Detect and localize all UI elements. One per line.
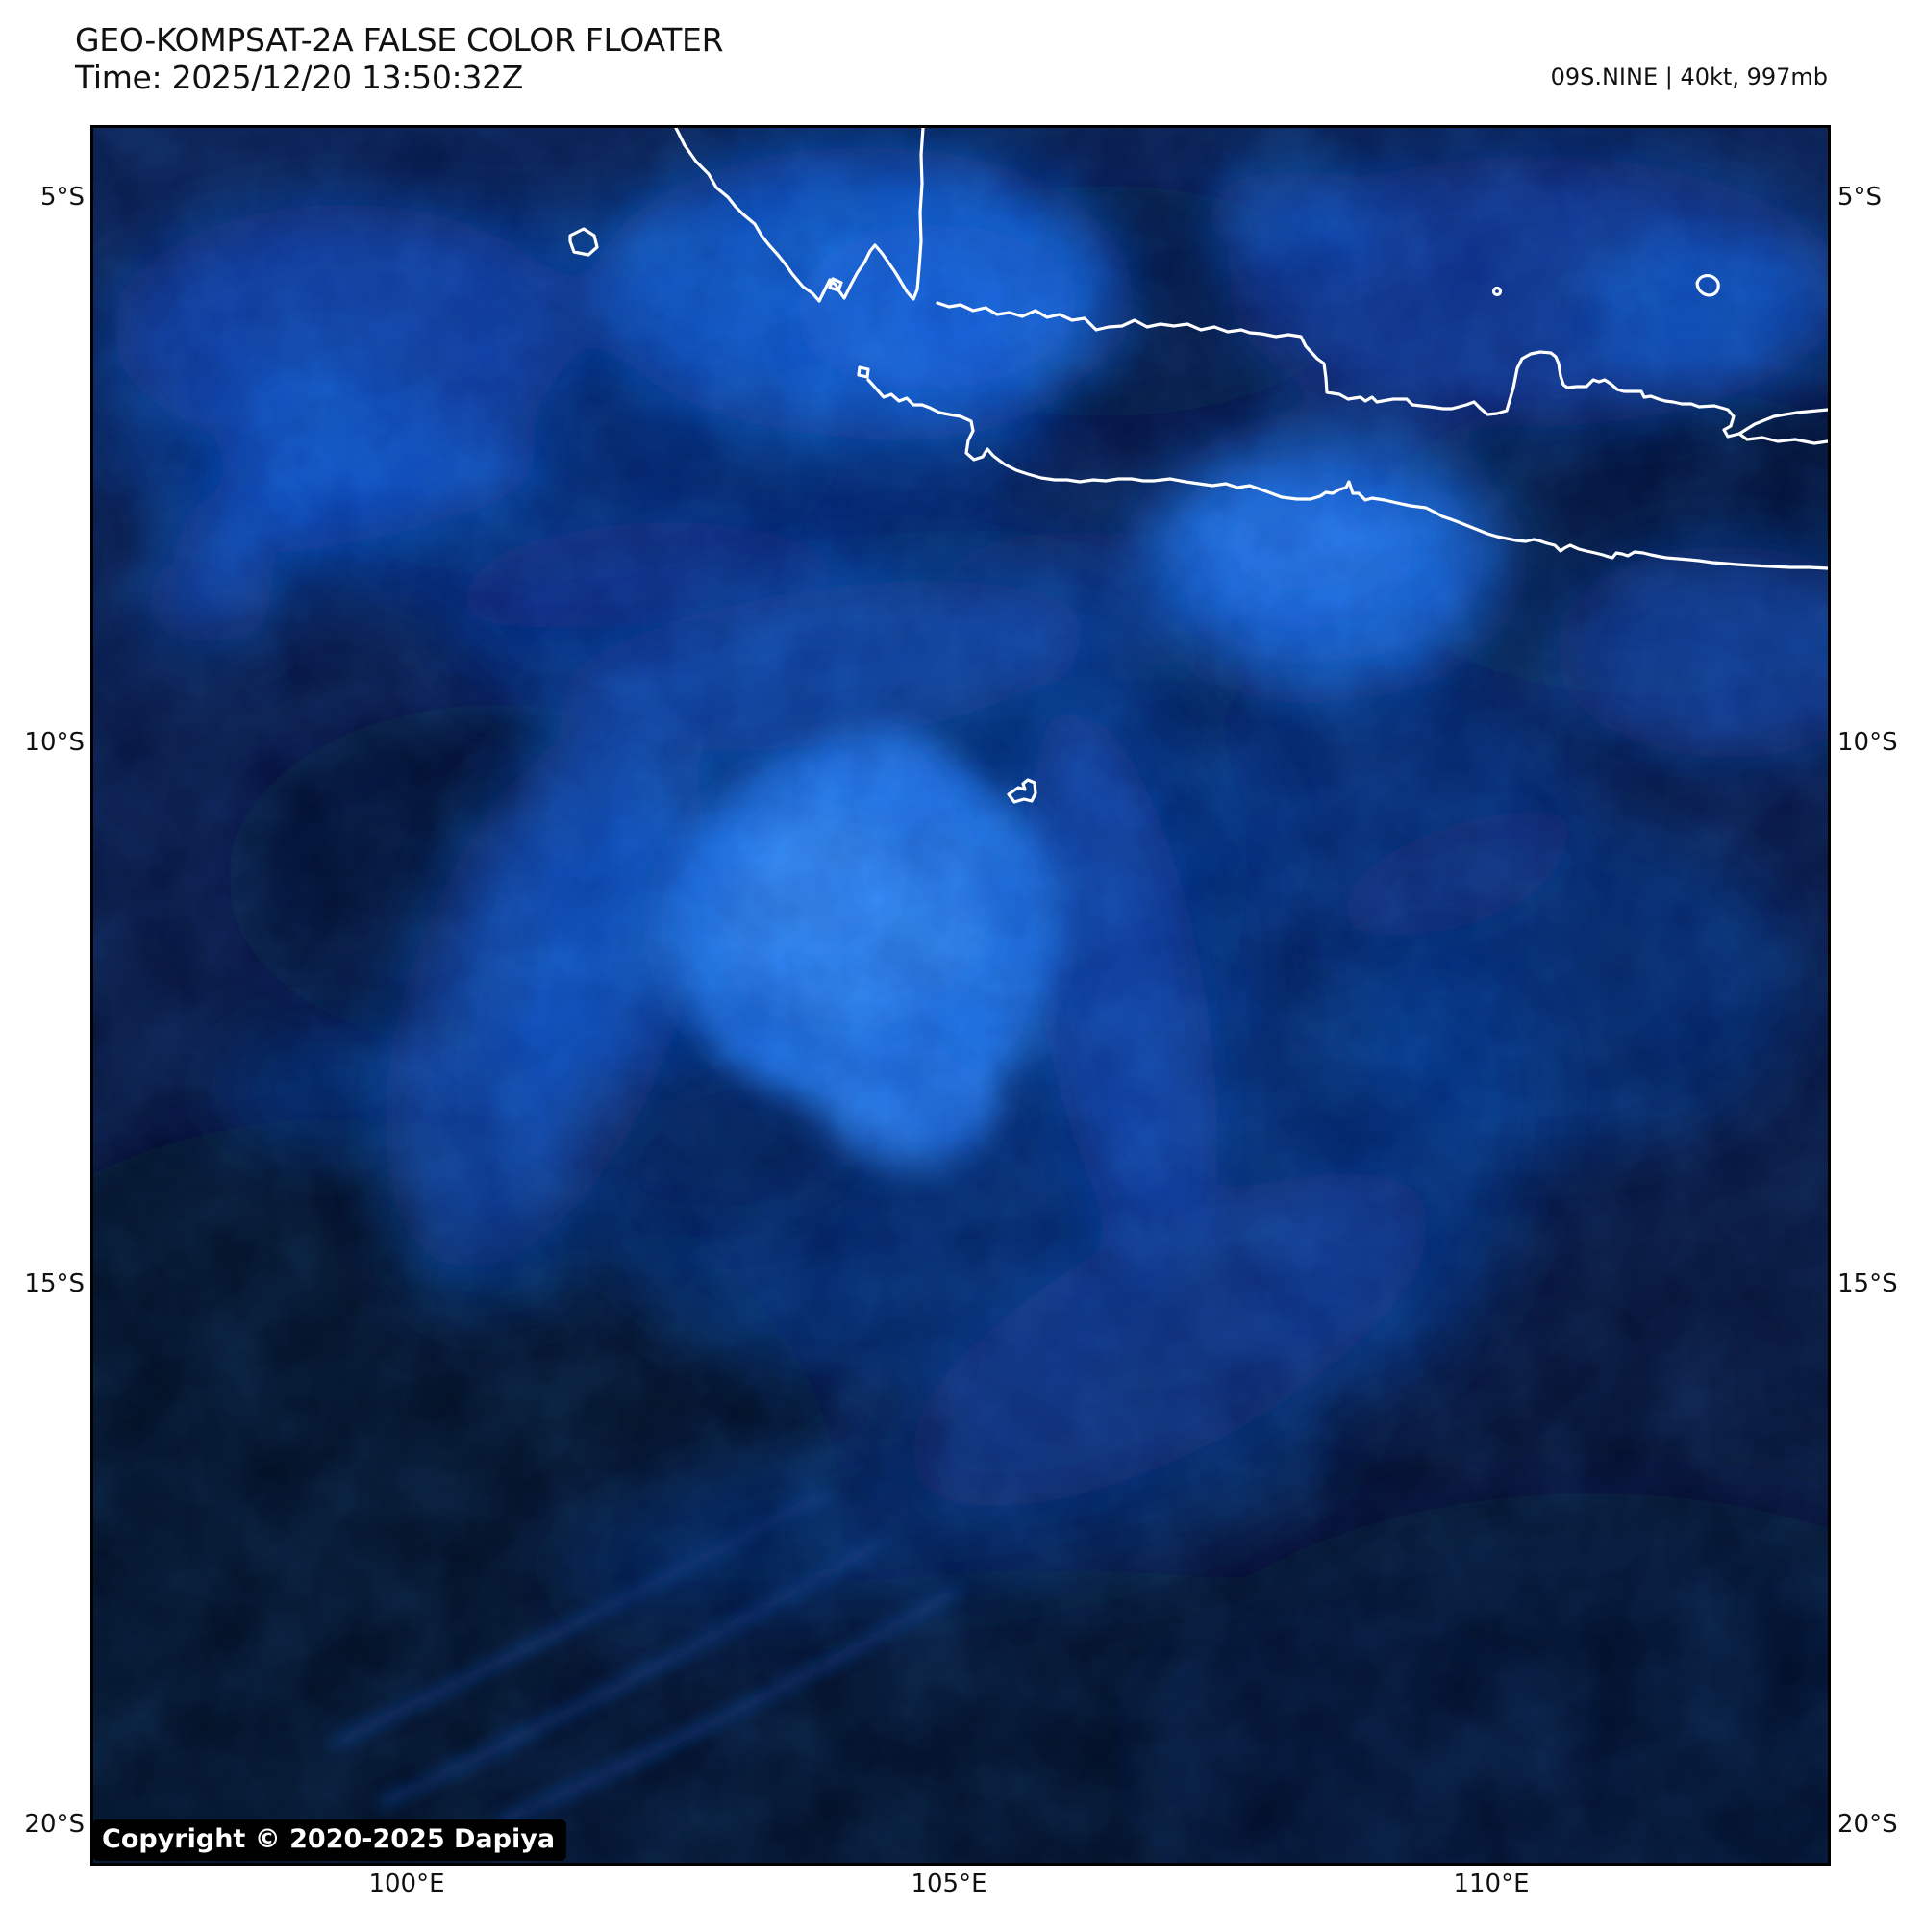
- lon-label-100e: 100°E: [368, 1869, 445, 1898]
- storm-status: 09S.NINE | 40kt, 997mb: [1550, 63, 1828, 90]
- lat-label-right-15s: 15°S: [1837, 1269, 1898, 1298]
- lat-label-left-5s: 5°S: [39, 183, 85, 212]
- island-small-west: [568, 227, 599, 257]
- page-title: GEO-KOMPSAT-2A FALSE COLOR FLOATER: [75, 21, 724, 59]
- coastline-java-south: [866, 378, 1828, 570]
- lat-label-left-20s: 20°S: [24, 1810, 85, 1839]
- satellite-map: [90, 125, 1831, 1866]
- island-tiny-strait: [857, 365, 870, 379]
- lat-label-right-10s: 10°S: [1837, 728, 1898, 757]
- coastline-bay-island: [828, 277, 843, 292]
- timestamp: Time: 2025/12/20 13:50:32Z: [75, 59, 524, 96]
- island-christmas: [1007, 778, 1037, 804]
- lat-label-right-5s: 5°S: [1837, 183, 1883, 212]
- copyright-badge: Copyright © 2020-2025 Dapiya: [92, 1819, 567, 1861]
- coastline-java-north-spur: [1737, 408, 1828, 436]
- island-dot: [1491, 286, 1503, 297]
- satellite-imagery: [93, 128, 1828, 1863]
- coastline-java-north: [936, 301, 1828, 445]
- lat-label-right-20s: 20°S: [1837, 1810, 1898, 1839]
- lat-label-left-15s: 15°S: [24, 1269, 85, 1298]
- island-round-east: [1695, 273, 1720, 297]
- lat-label-left-10s: 10°S: [24, 728, 85, 757]
- lon-label-105e: 105°E: [911, 1869, 987, 1898]
- coastlines: [568, 128, 1828, 804]
- lon-label-110e: 110°E: [1453, 1869, 1530, 1898]
